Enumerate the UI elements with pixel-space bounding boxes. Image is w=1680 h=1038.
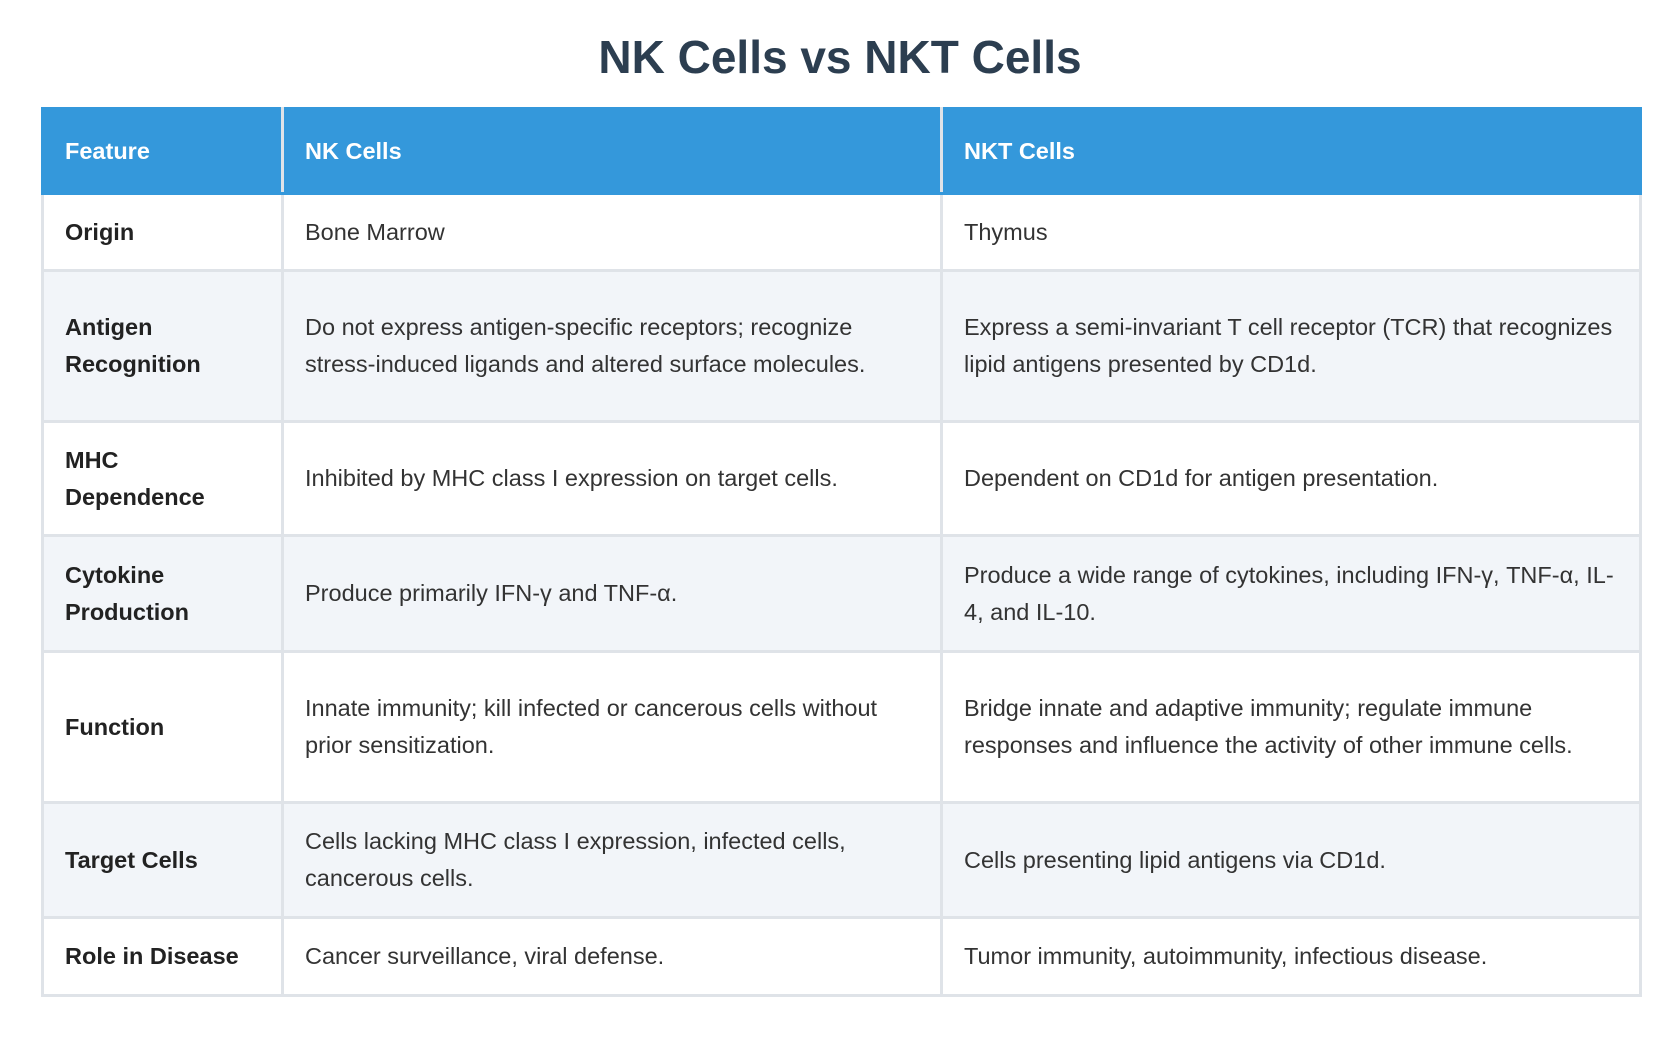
table-cell: Bridge innate and adaptive immunity; reg… [940, 650, 1642, 804]
table-row: Origin Bone Marrow Thymus [41, 192, 1642, 272]
table-cell: Inhibited by MHC class I expression on t… [281, 420, 943, 537]
table-cell: Express a semi-invariant T cell receptor… [940, 269, 1642, 423]
table-cell: Cells presenting lipid antigens via CD1d… [940, 801, 1642, 919]
table-cell: Dependent on CD1d for antigen presentati… [940, 420, 1642, 537]
table-row: MHC Dependence Inhibited by MHC class I e… [41, 420, 1642, 537]
feature-cell: Role in Disease [41, 916, 284, 997]
table-cell: Thymus [940, 192, 1642, 272]
page-title: NK Cells vs NKT Cells [598, 31, 1082, 83]
comparison-table: Feature NK Cells NKT Cells Origin Bone Marr… [41, 107, 1642, 997]
feature-cell: Function [41, 650, 284, 804]
table-cell: Do not express antigen-specific receptor… [281, 269, 943, 423]
table-cell: Produce primarily IFN-γ and TNF-α. [281, 534, 943, 653]
table-row: Target Cells Cells lacking MHC class I ex… [41, 801, 1642, 919]
table-cell: Tumor immunity, autoimmunity, infectious… [940, 916, 1642, 997]
table-row: Cytokine Production Produce primarily IFN… [41, 534, 1642, 653]
feature-cell: MHC Dependence [41, 420, 284, 537]
table-cell: Cells lacking MHC class I expression, in… [281, 801, 943, 919]
table-cell: Innate immunity; kill infected or cancer… [281, 650, 943, 804]
feature-cell: Origin [41, 192, 284, 272]
table-body: Origin Bone Marrow Thymus Antigen Recogniti… [41, 192, 1642, 997]
column-header: NKT Cells [940, 107, 1642, 195]
table-row: Antigen Recognition Do not express antige… [41, 269, 1642, 423]
feature-cell: Cytokine Production [41, 534, 284, 653]
column-header: Feature [41, 107, 284, 195]
column-header: NK Cells [281, 107, 943, 195]
table-cell: Bone Marrow [281, 192, 943, 272]
table-row: Role in Disease Cancer surveillance, vira… [41, 916, 1642, 997]
table-cell: Cancer surveillance, viral defense. [281, 916, 943, 997]
feature-cell: Antigen Recognition [41, 269, 284, 423]
table-row: Function Innate immunity; kill infected o… [41, 650, 1642, 804]
feature-cell: Target Cells [41, 801, 284, 919]
header-row: Feature NK Cells NKT Cells [41, 107, 1642, 195]
table-cell: Produce a wide range of cytokines, inclu… [940, 534, 1642, 653]
